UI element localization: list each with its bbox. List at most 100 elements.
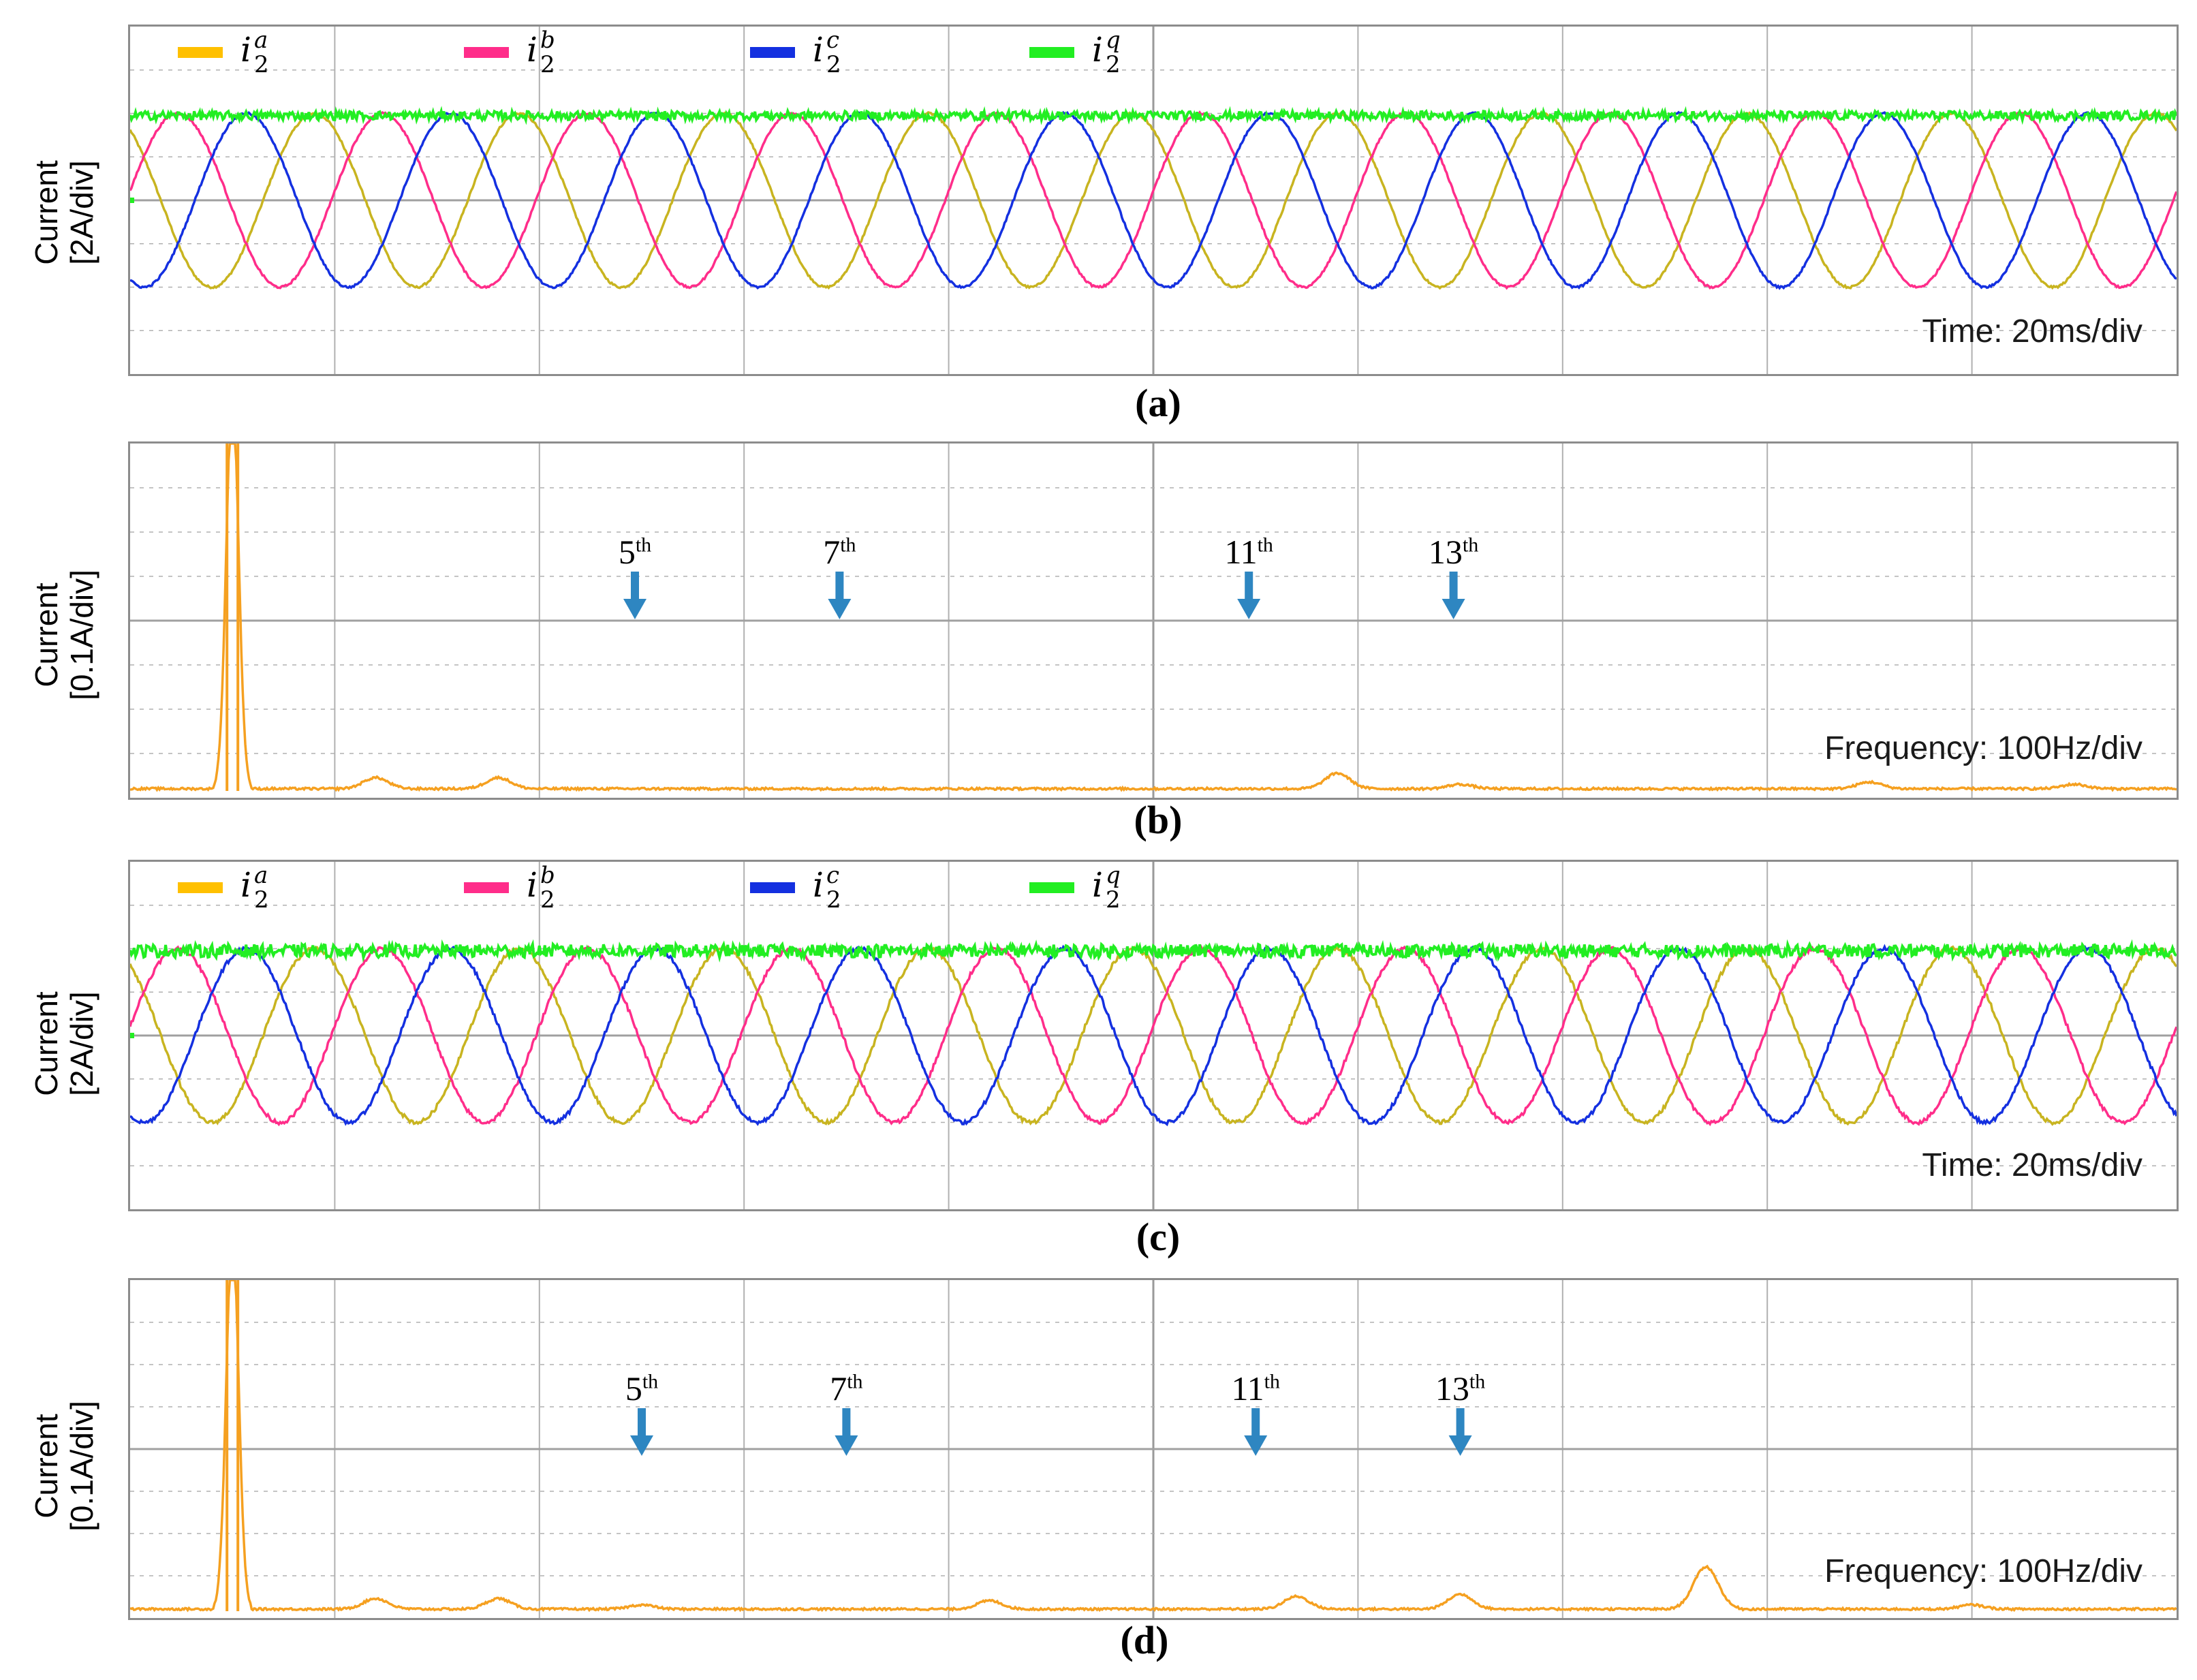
harmonic-suffix: th — [1257, 533, 1273, 557]
harmonic-order: 7 — [830, 1369, 847, 1407]
legend-symbol-base: i — [1092, 865, 1103, 905]
harmonic-label-5: 5th — [594, 1369, 689, 1408]
legend-swatch — [464, 47, 509, 58]
harmonic-suffix: th — [840, 533, 856, 557]
y-axis-label: Current [2A/div] — [29, 160, 99, 265]
legend-symbol-base: i — [813, 30, 824, 69]
harmonic-suffix: th — [1264, 1370, 1280, 1393]
legend-subscript: 2 — [254, 51, 269, 78]
harmonic-order: 7 — [823, 533, 841, 571]
legend-symbol-base: i — [813, 865, 824, 905]
harmonic-arrow-icon — [828, 572, 852, 619]
harmonic-suffix: th — [635, 533, 652, 557]
harmonic-label-11: 11th — [1201, 532, 1296, 572]
harmonic-arrow-icon — [630, 1408, 653, 1456]
legend-symbol-base: i — [240, 865, 251, 905]
harmonic-order: 11 — [1224, 533, 1258, 571]
harmonic-order: 13 — [1428, 533, 1463, 571]
legend-symbol-base: i — [240, 30, 251, 69]
legend-superscript: q — [1106, 862, 1121, 889]
harmonic-label-13: 13th — [1413, 1369, 1508, 1408]
grid — [130, 862, 2177, 1209]
legend-superscript: c — [826, 27, 840, 54]
harmonic-arrow-icon — [1442, 572, 1465, 619]
scale-note: Time: 20ms/div — [1922, 1147, 2143, 1183]
caption-d: (d) — [1120, 1618, 1169, 1662]
caption-b: (b) — [1134, 798, 1183, 842]
legend-swatch — [178, 47, 223, 58]
legend-subscript: 2 — [826, 51, 841, 78]
harmonic-arrow-icon — [835, 1408, 858, 1456]
harmonic-suffix: th — [1469, 1370, 1486, 1393]
ground-marker — [130, 1033, 134, 1038]
ground-marker — [130, 198, 134, 203]
scale-note: Frequency: 100Hz/div — [1824, 730, 2143, 766]
legend-swatch — [750, 47, 795, 58]
grid — [130, 1280, 2177, 1618]
grid — [130, 444, 2177, 798]
caption-a: (a) — [1135, 381, 1181, 425]
series-i2b — [130, 110, 2177, 290]
legend-swatch — [464, 882, 509, 893]
harmonic-order: 5 — [618, 533, 636, 571]
harmonic-suffix: th — [847, 1370, 863, 1393]
legend-swatch — [750, 882, 795, 893]
grid — [130, 27, 2177, 374]
legend-superscript: q — [1106, 27, 1121, 54]
harmonic-arrow-icon — [1448, 1408, 1472, 1456]
series-i2c — [130, 110, 2177, 290]
chart-svg — [130, 1280, 2177, 1618]
legend-superscript: a — [254, 27, 268, 54]
spectrum-plot-d: 5th 7th 11th 13th Frequency: 100Hz/div — [128, 1278, 2179, 1620]
legend-subscript: 2 — [1106, 886, 1121, 914]
series-i2a — [130, 944, 2177, 1126]
legend-symbol-base: i — [527, 30, 537, 69]
series-i2q — [130, 106, 2177, 125]
legend-swatch — [1029, 47, 1074, 58]
spectrum-plot-b: 5th 7th 11th 13th Frequency: 100Hz/div — [128, 441, 2179, 800]
harmonic-order: 5 — [625, 1369, 642, 1407]
legend-swatch — [1029, 882, 1074, 893]
legend-subscript: 2 — [540, 51, 555, 78]
harmonic-arrow-icon — [1244, 1408, 1268, 1456]
series-i2b — [130, 944, 2177, 1127]
chart-svg — [130, 862, 2177, 1209]
harmonic-label-7: 7th — [798, 1369, 894, 1408]
y-axis-label: Current [0.1A/div] — [29, 1401, 99, 1531]
spectrum-trace — [130, 1280, 2177, 1613]
series-i2c — [130, 944, 2177, 1127]
spectrum-trace — [130, 444, 2177, 792]
series-i2q — [130, 939, 2177, 963]
harmonic-label-5: 5th — [587, 532, 683, 572]
legend-superscript: b — [540, 862, 555, 889]
legend-subscript: 2 — [1106, 51, 1121, 78]
legend-superscript: b — [540, 27, 555, 54]
harmonic-label-13: 13th — [1406, 532, 1501, 572]
legend-subscript: 2 — [254, 886, 269, 914]
legend-superscript: a — [254, 862, 268, 889]
harmonic-label-11: 11th — [1208, 1369, 1303, 1408]
chart-svg — [130, 444, 2177, 798]
series-i2a — [130, 110, 2177, 290]
legend-subscript: 2 — [540, 886, 555, 914]
y-axis-label: Current [0.1A/div] — [29, 570, 99, 700]
legend-subscript: 2 — [826, 886, 841, 914]
legend-symbol-base: i — [1092, 30, 1103, 69]
legend-swatch — [178, 882, 223, 893]
harmonic-arrow-icon — [1237, 572, 1261, 619]
y-axis-label: Current [2A/div] — [29, 991, 99, 1096]
legend-superscript: c — [826, 862, 840, 889]
scale-note: Frequency: 100Hz/div — [1824, 1553, 2143, 1589]
legend-symbol-base: i — [527, 865, 537, 905]
